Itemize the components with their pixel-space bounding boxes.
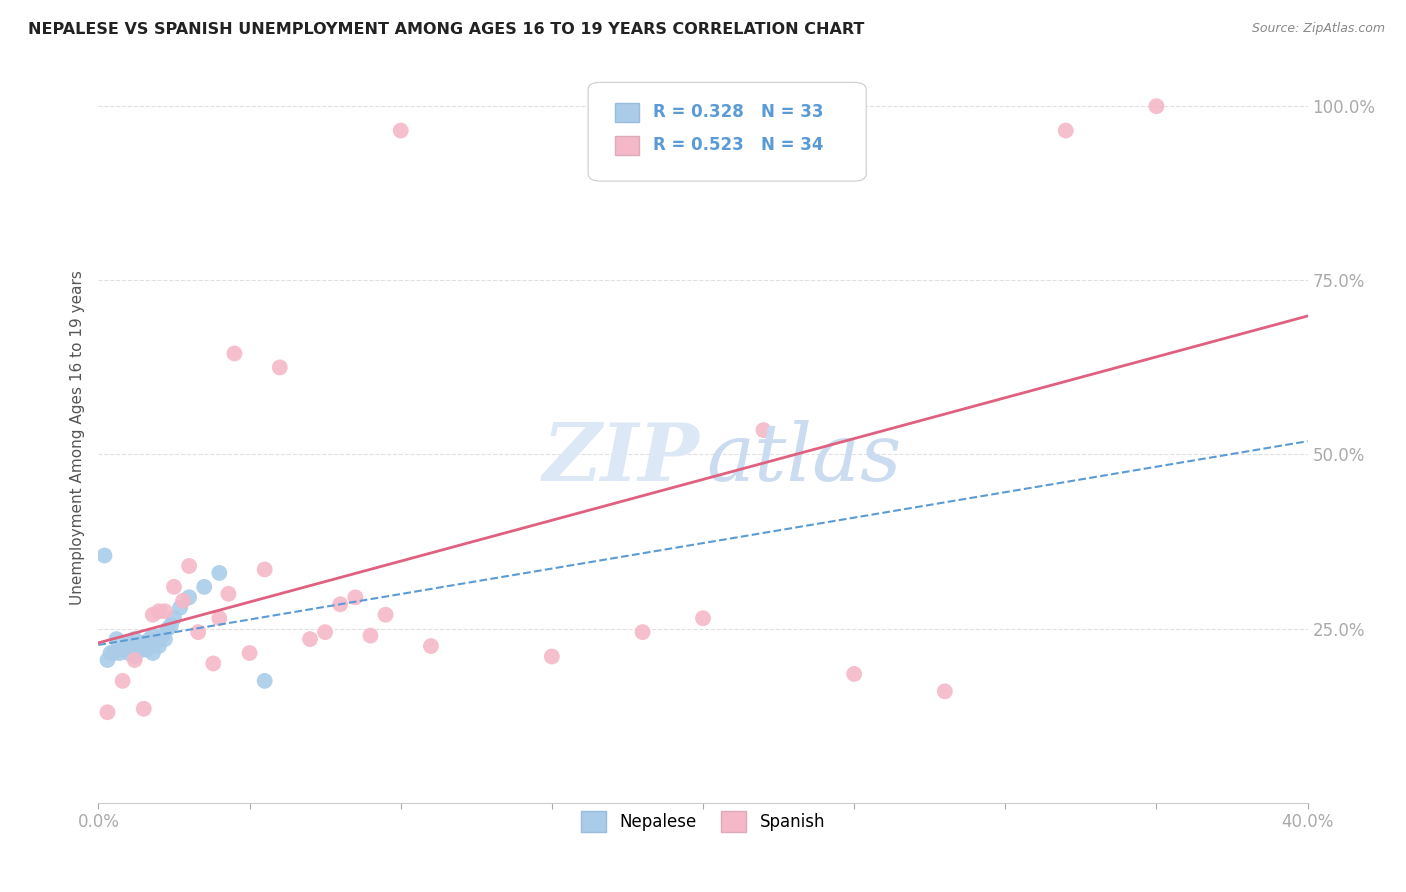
Point [127, 639, 149, 653]
Point [224, 346, 246, 360]
Point [160, 618, 183, 632]
Text: NEPALESE VS SPANISH UNEMPLOYMENT AMONG AGES 16 TO 19 YEARS CORRELATION CHART: NEPALESE VS SPANISH UNEMPLOYMENT AMONG A… [28, 22, 865, 37]
Text: R = 0.523   N = 34: R = 0.523 N = 34 [654, 136, 824, 153]
Point [156, 622, 179, 636]
Point [139, 632, 162, 646]
FancyBboxPatch shape [614, 103, 638, 122]
Point [208, 566, 231, 580]
Point [111, 642, 134, 657]
Point [142, 607, 165, 622]
Point [217, 587, 239, 601]
FancyBboxPatch shape [614, 136, 638, 154]
Point [172, 594, 194, 608]
Point [169, 600, 191, 615]
Point [135, 642, 157, 657]
Text: Source: ZipAtlas.com: Source: ZipAtlas.com [1251, 22, 1385, 36]
Point [153, 604, 176, 618]
Point [111, 673, 134, 688]
Point [1144, 99, 1167, 113]
Point [132, 702, 155, 716]
Point [145, 635, 167, 649]
Point [108, 646, 131, 660]
Point [187, 625, 209, 640]
Point [163, 580, 186, 594]
Point [329, 597, 352, 611]
Point [142, 629, 165, 643]
Point [148, 639, 170, 653]
Point [114, 642, 136, 657]
Point [105, 632, 128, 646]
Point [179, 591, 201, 605]
Text: ZIP: ZIP [543, 420, 699, 498]
Point [934, 684, 956, 698]
Point [124, 653, 146, 667]
Point [193, 580, 215, 594]
Point [360, 629, 382, 643]
Point [692, 611, 714, 625]
Y-axis label: Unemployment Among Ages 16 to 19 years: Unemployment Among Ages 16 to 19 years [69, 269, 84, 605]
Point [420, 639, 443, 653]
Point [299, 632, 322, 646]
Point [118, 646, 141, 660]
Point [118, 635, 141, 649]
Legend: Nepalese, Spanish: Nepalese, Spanish [574, 805, 832, 838]
FancyBboxPatch shape [588, 82, 866, 181]
Point [844, 667, 866, 681]
Point [253, 562, 276, 576]
Point [153, 632, 176, 646]
Point [239, 646, 262, 660]
Point [103, 646, 125, 660]
Text: atlas: atlas [707, 420, 903, 498]
Point [163, 611, 186, 625]
Point [540, 649, 562, 664]
Point [253, 673, 276, 688]
Point [132, 635, 155, 649]
Point [100, 646, 122, 660]
Text: R = 0.328   N = 33: R = 0.328 N = 33 [654, 103, 824, 120]
Point [202, 657, 225, 671]
Point [150, 629, 173, 643]
Point [179, 558, 201, 573]
Point [208, 611, 231, 625]
Point [1054, 123, 1077, 137]
Point [374, 607, 396, 622]
Point [148, 604, 170, 618]
Point [142, 646, 165, 660]
Point [752, 423, 775, 437]
Point [124, 632, 146, 646]
Point [631, 625, 654, 640]
Point [344, 591, 367, 605]
Point [389, 123, 412, 137]
Point [129, 639, 152, 653]
Point [96, 705, 118, 719]
Point [314, 625, 336, 640]
Point [96, 653, 118, 667]
Point [269, 360, 291, 375]
Point [132, 642, 155, 657]
Point [93, 549, 115, 563]
Point [121, 642, 143, 657]
Point [124, 649, 146, 664]
